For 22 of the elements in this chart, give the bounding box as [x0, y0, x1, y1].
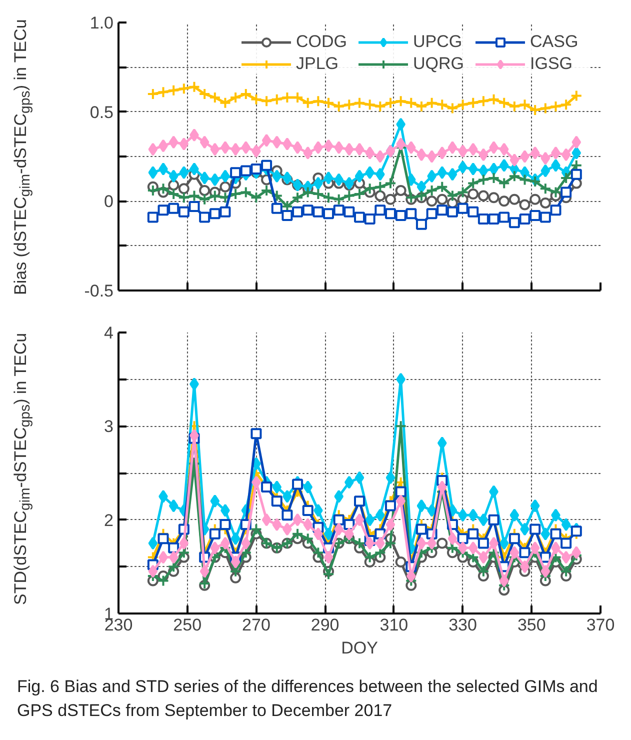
- x-tick-label: 330: [448, 616, 477, 634]
- x-tick-label: 310: [380, 616, 408, 634]
- x-tick-label: 290: [310, 616, 340, 634]
- legend-label: CODG: [296, 32, 348, 52]
- legend-label: JPLG: [296, 54, 340, 74]
- y-tick-label: -0.5: [84, 282, 114, 300]
- y-tick-label: 2: [104, 510, 114, 530]
- legend-label: IGSG: [530, 54, 574, 74]
- y-tick-label: 0: [104, 192, 114, 212]
- legend-label: UPCG: [413, 32, 464, 52]
- x-tick-label: 370: [586, 616, 615, 634]
- y-tick-label: 4: [104, 324, 114, 342]
- x-tick-label: 350: [517, 616, 546, 634]
- legend-label: CASG: [530, 32, 580, 52]
- x-tick-label: 250: [173, 616, 202, 634]
- x-tick-label: 270: [242, 616, 270, 634]
- y-tick-label: 1.0: [90, 14, 114, 32]
- legend-label: UQRG: [413, 54, 465, 74]
- y-tick-label: 0.5: [90, 102, 114, 122]
- caption: Fig. 6 Bias and STD series of the differences between the selected GIMs and GPS dSTECs from September to December 2017: [17, 676, 599, 722]
- y-tick-label: 3: [104, 417, 114, 436]
- x-axis-title: DOY: [341, 638, 378, 658]
